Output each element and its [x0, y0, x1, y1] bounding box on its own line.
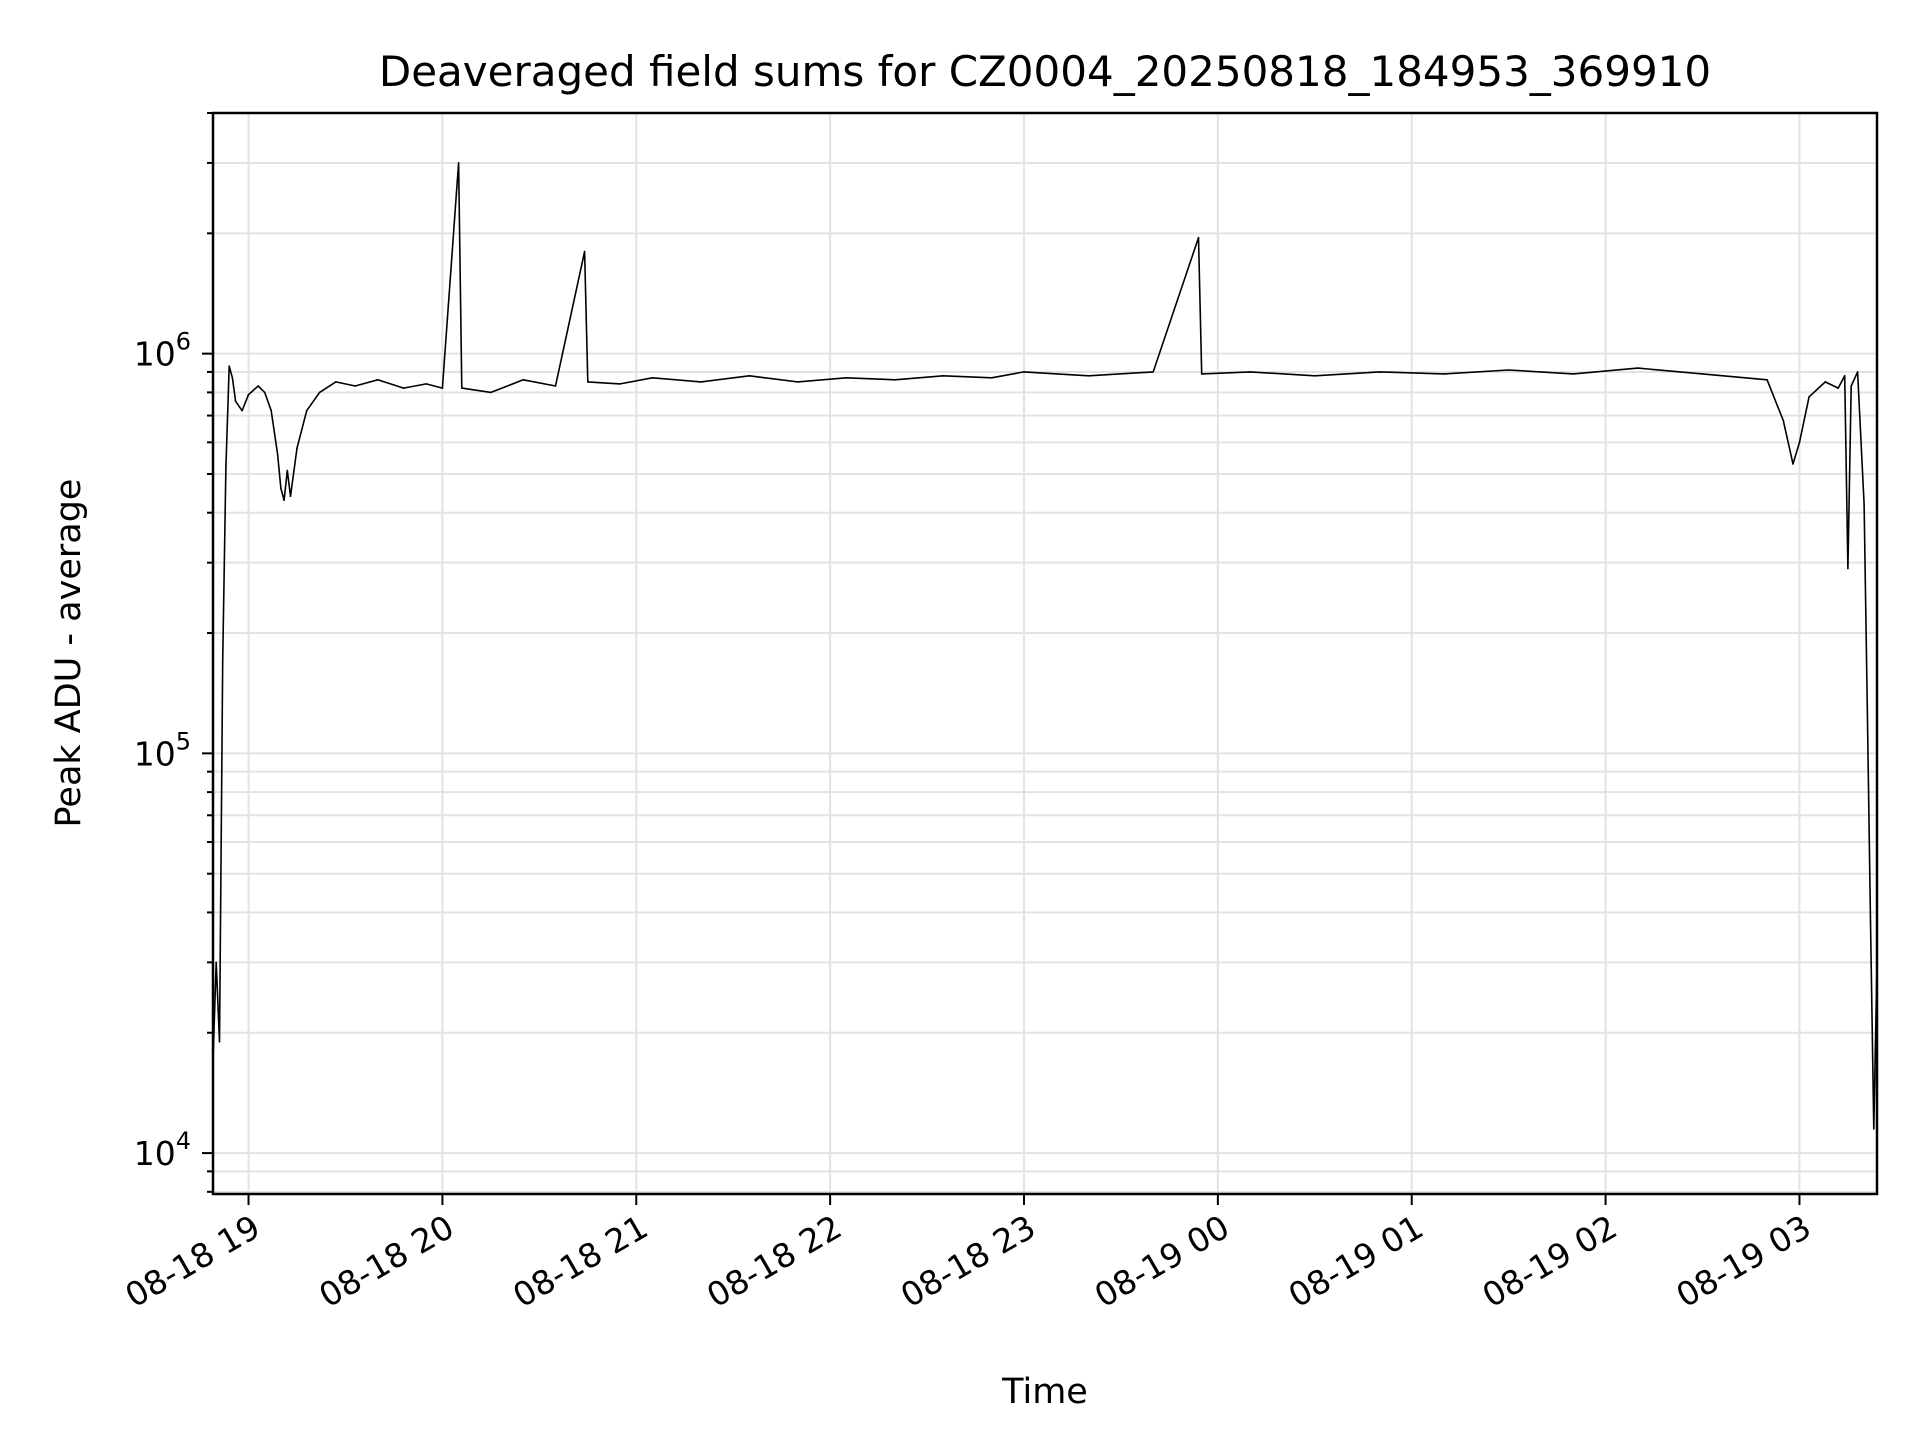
data-point — [1314, 375, 1316, 377]
data-point — [270, 409, 273, 412]
data-point — [1572, 373, 1575, 375]
data-point — [289, 495, 292, 498]
x-axis-title: Time — [1001, 1372, 1088, 1412]
data-point — [1792, 463, 1794, 465]
data-point — [305, 409, 308, 412]
data-point — [218, 1040, 221, 1043]
data-point — [1087, 375, 1090, 377]
y-tick-exponent: 5 — [176, 727, 191, 755]
data-point — [990, 377, 993, 379]
data-point — [286, 469, 289, 472]
data-point — [231, 377, 234, 379]
y-axis-title: Peak ADU - average — [49, 479, 89, 828]
data-point — [942, 375, 944, 377]
data-point — [221, 660, 224, 663]
data-point — [1843, 375, 1846, 377]
data-point — [1808, 396, 1810, 398]
data-point — [587, 381, 589, 383]
data-point — [318, 391, 321, 394]
y-tick-base: 10 — [134, 734, 176, 773]
data-point — [1507, 369, 1510, 371]
y-tick-exponent: 4 — [176, 1127, 191, 1155]
data-point — [276, 453, 279, 456]
data-point — [296, 447, 298, 450]
y-tick-exponent: 6 — [176, 328, 191, 356]
data-point — [1782, 419, 1785, 422]
data-point — [1249, 371, 1251, 373]
data-point — [490, 391, 492, 394]
data-point — [425, 383, 428, 385]
data-point — [354, 385, 357, 387]
data-point — [228, 365, 230, 368]
series-layer — [212, 162, 1878, 1130]
data-point — [797, 381, 799, 383]
y-tick-label: 104 — [134, 1127, 191, 1173]
data-point — [894, 379, 896, 381]
data-point — [1378, 371, 1381, 373]
chart-title: Deaveraged field sums for CZ0004_2025081… — [379, 47, 1711, 96]
data-point — [1443, 373, 1445, 375]
data-point — [377, 379, 379, 381]
data-point — [283, 499, 285, 502]
data-point — [1850, 385, 1852, 387]
data-point — [1824, 381, 1827, 383]
data-point — [583, 250, 586, 253]
data-point — [241, 409, 243, 412]
data-point — [1152, 371, 1154, 373]
data-point — [1197, 236, 1200, 239]
data-point — [522, 379, 524, 381]
plot-frame — [211, 111, 1879, 1196]
data-point — [1873, 1128, 1875, 1130]
data-point — [748, 375, 751, 377]
data-point — [1701, 373, 1704, 375]
data-point — [1847, 567, 1849, 570]
tick-layer — [202, 112, 1801, 1205]
data-point — [234, 400, 237, 403]
data-point — [225, 466, 227, 469]
data-point — [280, 487, 282, 490]
y-tick-label: 106 — [134, 328, 191, 374]
data-point — [1856, 371, 1859, 373]
data-point — [1023, 371, 1025, 373]
data-point — [1869, 920, 1872, 923]
data-point — [441, 387, 444, 389]
data-point — [554, 385, 557, 387]
data-point — [247, 393, 250, 396]
y-tick-base: 10 — [134, 1134, 176, 1173]
data-point — [257, 385, 260, 387]
data-point — [1837, 387, 1839, 389]
data-point — [1798, 441, 1801, 444]
data-point — [461, 387, 463, 389]
data-point — [1200, 373, 1203, 375]
y-tick-label: 105 — [134, 727, 191, 773]
data-point — [1637, 367, 1639, 369]
data-point — [619, 383, 621, 385]
y-tick-base: 10 — [134, 335, 176, 374]
data-point — [402, 387, 405, 389]
data-point — [335, 381, 337, 383]
data-point — [845, 377, 848, 379]
data-point — [1866, 707, 1869, 709]
series-line — [212, 162, 1878, 1130]
data-point — [215, 961, 217, 964]
data-point — [1863, 503, 1865, 506]
grid-layer — [213, 112, 1877, 1194]
data-point — [651, 377, 654, 379]
data-point — [1766, 379, 1768, 381]
data-point — [457, 162, 460, 164]
data-point — [700, 381, 702, 383]
data-point — [263, 391, 266, 394]
